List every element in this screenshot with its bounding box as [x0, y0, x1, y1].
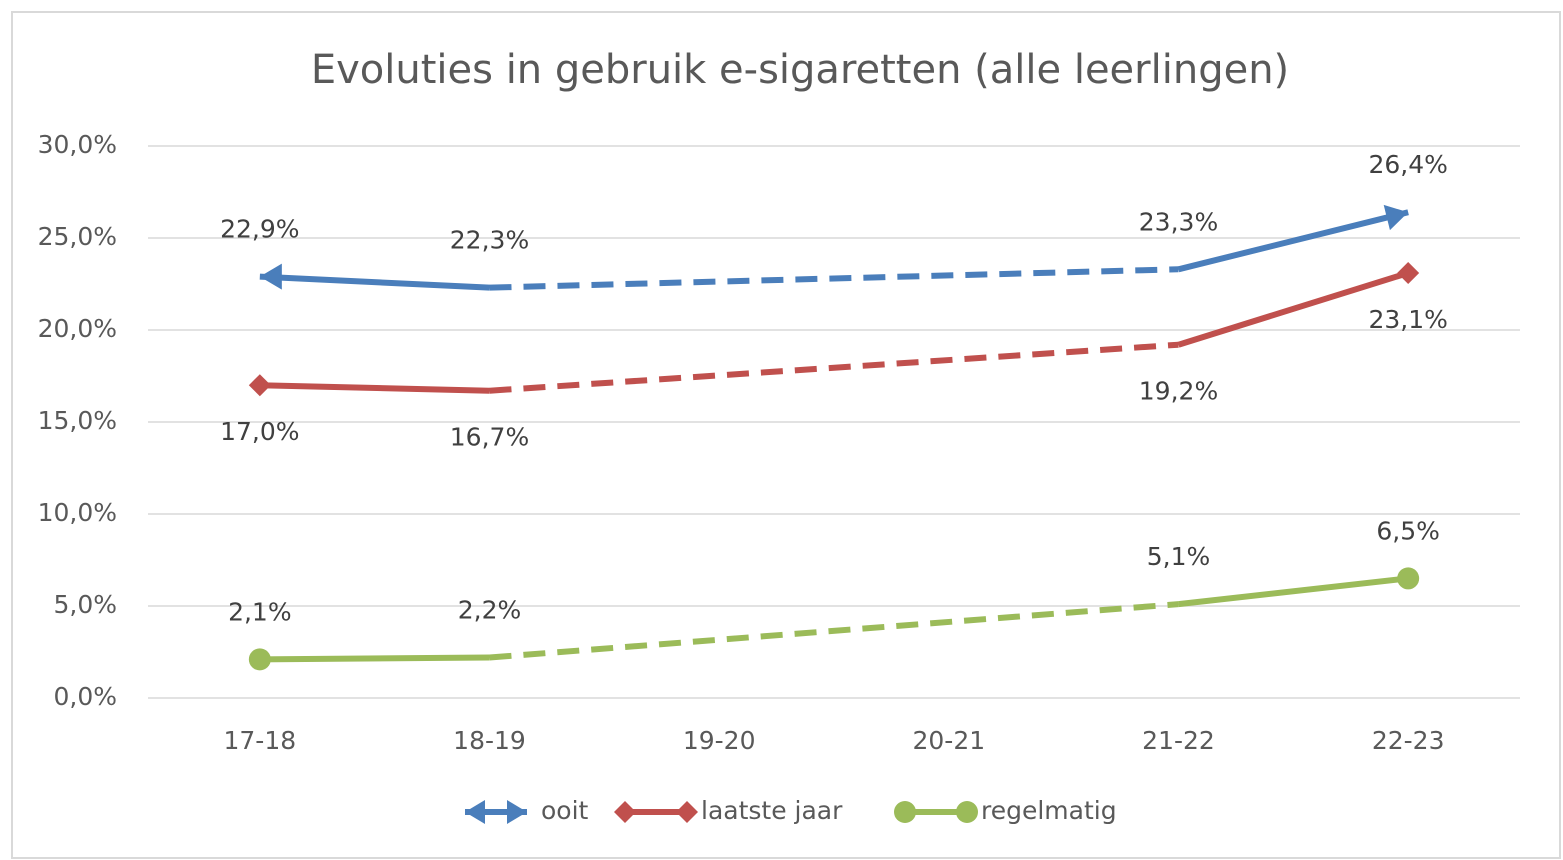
data-label: 23,3%: [1139, 207, 1218, 236]
x-tick-label: 21-22: [1142, 726, 1215, 755]
x-tick-label: 18-19: [453, 726, 526, 755]
legend-label: regelmatig: [981, 796, 1117, 825]
y-tick-label: 5,0%: [53, 590, 117, 619]
line: [1177, 209, 1409, 273]
data-label: 16,7%: [450, 423, 529, 452]
data-label: 2,1%: [228, 597, 292, 626]
line: [259, 382, 490, 394]
circle-marker: [248, 648, 271, 671]
legend-arrow: [507, 800, 527, 824]
chart-frame: [11, 11, 1561, 859]
y-tick-label: 30,0%: [38, 130, 117, 159]
dashed-connector: [489, 341, 1179, 394]
legend-label: ooit: [541, 796, 589, 825]
x-tick-label: 20-21: [913, 726, 986, 755]
legend-arrow: [465, 800, 485, 824]
data-label: 23,1%: [1368, 305, 1447, 334]
y-tick-label: 25,0%: [38, 222, 117, 251]
data-label: 22,9%: [220, 215, 299, 244]
arrow-marker: [1383, 204, 1409, 231]
diamond-marker: [1397, 261, 1420, 284]
y-tick-label: 20,0%: [38, 314, 117, 343]
data-label: 6,5%: [1376, 516, 1440, 545]
x-tick-label: 22-23: [1372, 726, 1445, 755]
diamond-marker: [248, 374, 271, 397]
data-label: 5,1%: [1147, 542, 1211, 571]
legend-circle: [956, 801, 978, 823]
y-tick-label: 15,0%: [38, 406, 117, 435]
line: [259, 654, 490, 663]
line: [1178, 575, 1409, 608]
legend-circle: [894, 801, 916, 823]
x-tick-label: 19-20: [683, 726, 756, 755]
line: [1177, 270, 1410, 348]
y-tick-label: 10,0%: [38, 498, 117, 527]
line: [259, 273, 490, 291]
data-label: 17,0%: [220, 417, 299, 446]
legend-label: laatste jaar: [701, 796, 843, 825]
legend-diamond: [676, 801, 698, 823]
dashed-connector: [489, 601, 1179, 661]
data-label: 26,4%: [1368, 150, 1447, 179]
y-tick-label: 0,0%: [53, 682, 117, 711]
data-label: 2,2%: [458, 596, 522, 625]
legend-diamond: [614, 801, 636, 823]
dashed-connector: [489, 266, 1179, 291]
arrow-marker: [259, 263, 282, 290]
data-label: 22,3%: [450, 226, 529, 255]
chart-title: Evoluties in gebruik e-sigaretten (alle …: [311, 47, 1289, 93]
x-tick-label: 17-18: [224, 726, 297, 755]
data-label: 19,2%: [1139, 377, 1218, 406]
circle-marker: [1397, 567, 1420, 590]
